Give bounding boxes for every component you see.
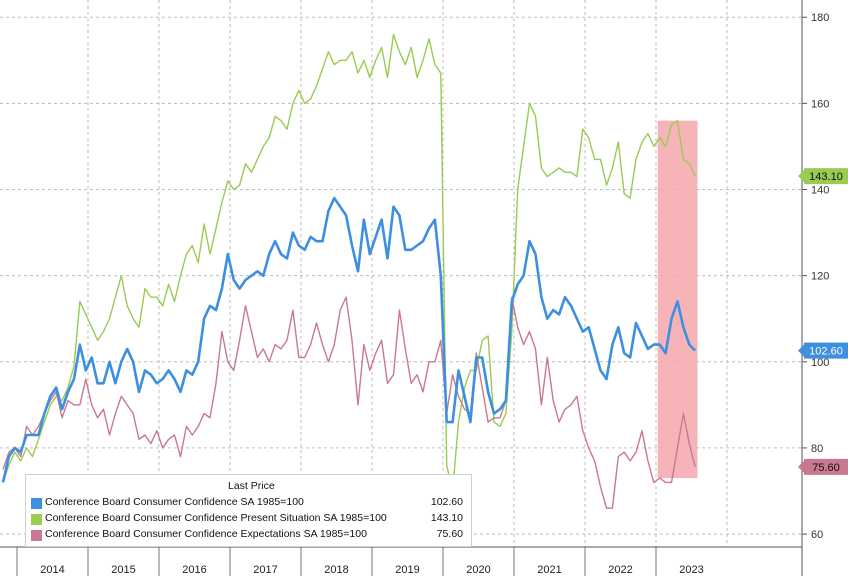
y-tick-label: 140	[811, 185, 829, 197]
y-tick-label: 100	[811, 357, 829, 369]
legend-value: 102.60	[430, 496, 463, 508]
x-tick-label: 2020	[466, 564, 490, 576]
last-value-tag-bg	[804, 342, 848, 359]
x-tick-label: 2023	[679, 564, 703, 576]
last-value-tag-pointer	[798, 344, 804, 357]
x-tick-label: 2017	[253, 564, 277, 576]
series-line	[2, 33, 696, 492]
legend-label: Conference Board Consumer Confidence SA …	[45, 496, 304, 508]
x-tick-label: 2018	[324, 564, 348, 576]
legend-value: 143.10	[430, 512, 463, 524]
legend-swatch	[31, 514, 42, 525]
last-value-tag-text: 102.60	[809, 346, 843, 358]
y-tick-label: 60	[811, 529, 823, 541]
legend-title: Last Price	[228, 480, 275, 492]
legend-swatch	[31, 498, 42, 509]
legend-swatch	[31, 530, 42, 541]
legend-item-confidence: Conference Board Consumer Confidence SA …	[31, 496, 463, 510]
legend-label: Conference Board Consumer Confidence Exp…	[45, 528, 367, 540]
series-line	[2, 296, 696, 509]
legend-item-present-situation: Conference Board Consumer Confidence Pre…	[31, 512, 463, 526]
legend-label: Conference Board Consumer Confidence Pre…	[45, 512, 387, 524]
axes: 60 80 100 120 140 160 180 2014 2015 2016 2017 2018 2…	[0, 0, 829, 576]
last-value-tag-pointer	[798, 460, 804, 473]
x-tick-label: 2015	[111, 564, 135, 576]
last-value-tag: 102.60	[798, 342, 848, 359]
legend-value: 75.60	[436, 528, 463, 540]
highlight-rect	[657, 120, 698, 479]
highlight-band	[657, 120, 698, 479]
x-tick-label: 2021	[537, 564, 561, 576]
legend-item-expectations: Conference Board Consumer Confidence Exp…	[31, 528, 463, 542]
y-tick-label: 80	[811, 443, 823, 455]
y-tick-label: 180	[811, 12, 829, 24]
x-tick-label: 2014	[40, 564, 64, 576]
last-value-tag-bg	[804, 168, 848, 185]
x-tick-label: 2019	[395, 564, 419, 576]
last-value-tag-bg	[804, 458, 848, 475]
series-line	[1, 196, 697, 483]
y-tick-label: 120	[811, 271, 829, 283]
last-value-tag-text: 143.10	[809, 171, 843, 183]
last-value-tags: 102.60 143.10 75.60	[798, 168, 848, 475]
x-tick-label: 2022	[608, 564, 632, 576]
y-tick-label: 160	[811, 98, 829, 110]
series-lines	[1, 33, 697, 509]
last-value-tag: 143.10	[798, 168, 848, 185]
x-tick-label: 2016	[182, 564, 206, 576]
last-value-tag: 75.60	[798, 458, 848, 475]
last-value-tag-text: 75.60	[812, 462, 840, 474]
legend: Last Price Conference Board Consumer Con…	[25, 474, 472, 547]
last-value-tag-pointer	[798, 170, 804, 183]
